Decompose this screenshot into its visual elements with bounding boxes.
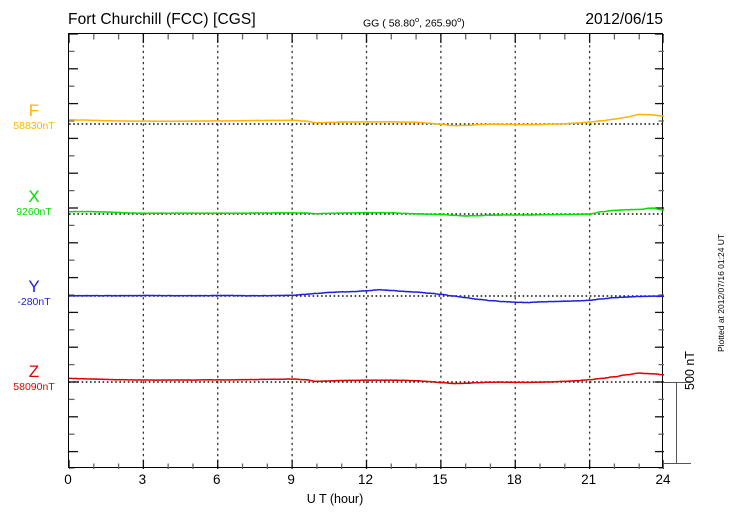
component-baseline-y: -280nT [17,296,51,308]
x-axis-tick-label: 0 [64,472,72,487]
y-axis-ticks-group [69,34,664,469]
trace-f [69,113,664,127]
x-axis-title: U T (hour) [306,492,364,506]
component-baseline-x: 9260nT [16,206,52,218]
x-axis-tick-label: 18 [506,472,522,487]
component-label-x: X 9260nT [3,188,65,219]
component-label-f: F 58830nT [3,102,65,133]
x-axis-ticks-group [69,34,664,469]
scale-bar-top-cap [663,382,691,383]
x-axis-tick-label: 21 [581,472,597,487]
trace-y [69,288,664,304]
magnetogram-svg [69,34,664,469]
component-baseline-f: 58830nT [13,120,55,132]
degree-icon: o [414,15,420,24]
trace-x [69,207,664,217]
x-axis-tick-label: 12 [357,472,374,487]
component-symbol-x: X [28,187,40,206]
coord-separator: , [419,17,425,30]
x-axis-tick-label: 6 [212,472,221,487]
x-axis-tick-label: 3 [138,472,147,487]
scale-bar-bottom-cap [663,463,691,464]
station-title: Fort Churchill (FCC) [CGS] [68,11,256,28]
traces-group [69,113,664,385]
scale-bar-label: 500 nT [683,351,697,390]
coord-open-paren: ( [382,17,389,30]
observation-date: 2012/06/15 [585,11,663,28]
component-symbol-y: Y [28,277,40,296]
geographic-coordinates: GG ( 58.80o, 265.90o) [363,15,465,30]
plotted-at-timestamp: Plotted at 2012/07/16 01:24 UT [716,233,726,352]
coord-close-paren: ) [461,17,465,30]
x-axis-title-wrap: U T (hour) [0,492,730,506]
coord-longitude: 265.90 [424,17,458,30]
gridlines-group [142,34,591,469]
coord-latitude: 58.80 [388,17,415,30]
coord-system-label: GG [363,17,380,30]
trace-z [69,372,664,385]
scale-bar-stem [676,382,677,464]
component-symbol-f: F [28,101,40,120]
component-baseline-z: 58090nT [13,381,55,393]
x-axis-tick-label: 15 [432,472,448,487]
component-label-y: Y -280nT [3,278,65,309]
scale-bar [663,382,697,464]
x-axis-tick-label: 24 [655,472,671,487]
component-symbol-z: Z [28,362,40,381]
degree-icon: o [457,15,462,24]
component-label-z: Z 58090nT [3,363,65,394]
magnetogram-plot-area [68,33,664,469]
x-axis-tick-label: 9 [287,472,295,487]
